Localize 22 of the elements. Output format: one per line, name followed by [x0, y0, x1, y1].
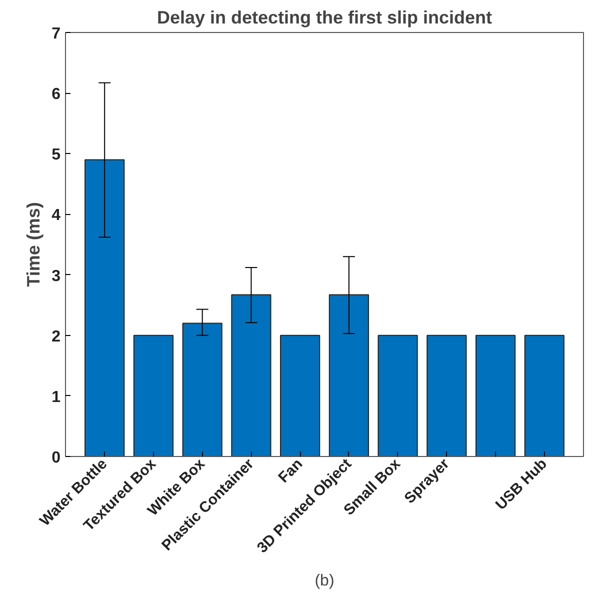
bar: [280, 334, 320, 456]
bar: [133, 334, 174, 456]
y-tick-label: 2: [52, 328, 61, 346]
bar: [524, 334, 564, 456]
bar: [328, 294, 369, 456]
bar: [426, 334, 467, 456]
text: (b): [314, 572, 334, 590]
y-tick-label: 3: [52, 268, 61, 285]
y-tick-label: 0: [52, 450, 61, 466]
y-tick-label: 5: [52, 146, 61, 164]
bar: [182, 322, 222, 456]
bar: [84, 159, 125, 456]
bar: [378, 334, 418, 456]
y-axis-title: Time (ms): [24, 202, 44, 287]
y-tick-label: 1: [52, 388, 61, 406]
y-tick-label: 4: [52, 207, 61, 224]
y-tick-label: 6: [52, 86, 61, 104]
bar: [231, 294, 272, 456]
y-tick-label: 7: [52, 26, 61, 42]
chart-title: Delay in detecting the first slip incident: [156, 8, 492, 28]
bar: [475, 334, 516, 456]
x-tick-label: Fan: [275, 455, 306, 486]
